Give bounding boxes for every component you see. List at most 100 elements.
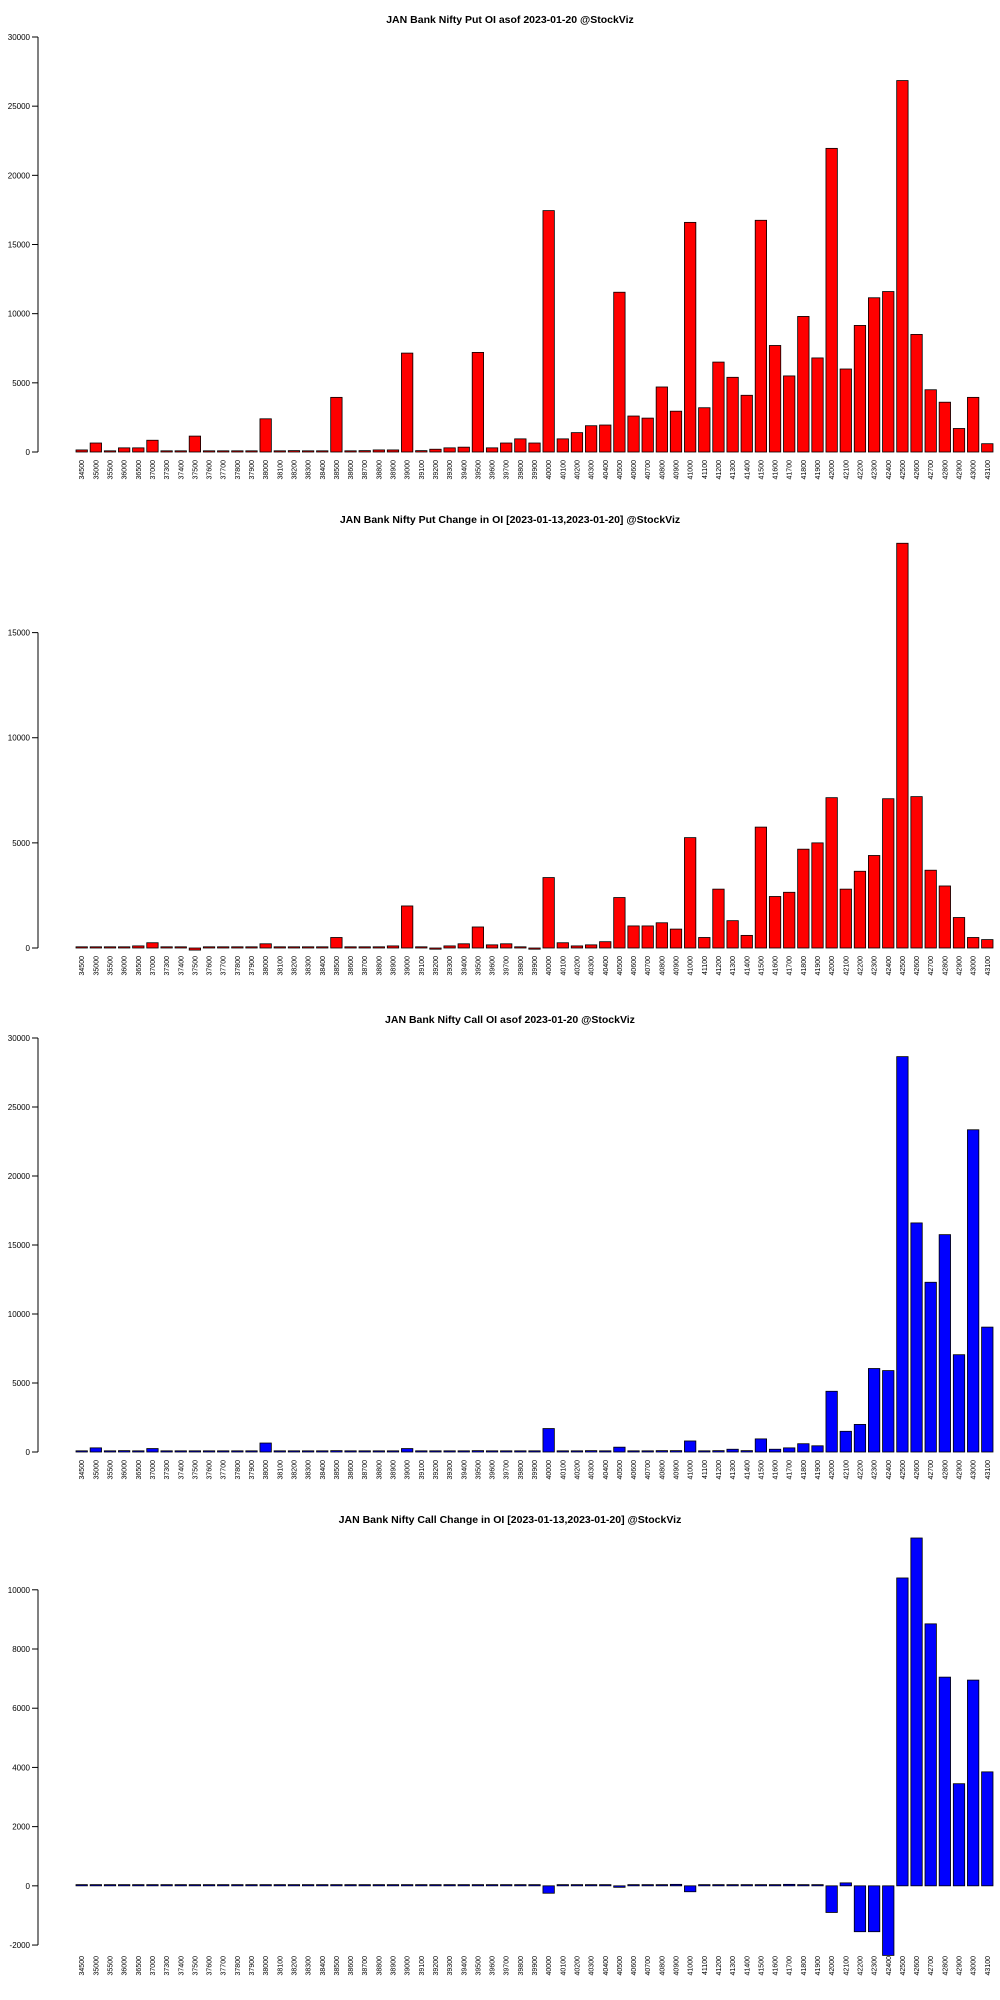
bar-38000 xyxy=(259,1442,272,1453)
bar-37900 xyxy=(245,1450,258,1453)
bar-38400 xyxy=(316,1884,329,1887)
bar-38500 xyxy=(330,1884,343,1887)
bar-37800 xyxy=(231,946,244,949)
x-tick-label: 41100 xyxy=(702,460,709,479)
x-tick-label: 40300 xyxy=(589,1460,596,1480)
x-tick-label: 37300 xyxy=(164,1956,171,1976)
x-tick-label: 40400 xyxy=(603,956,610,976)
x-tick-label: 43000 xyxy=(971,460,978,480)
bar-40100 xyxy=(556,438,569,453)
bar-37400 xyxy=(174,946,187,949)
x-tick-label: 42100 xyxy=(843,460,850,480)
x-tick-label: 40700 xyxy=(645,1460,652,1480)
bar-41000 xyxy=(684,837,697,949)
x-tick-label: 38700 xyxy=(362,1956,369,1976)
bar-37400 xyxy=(174,1884,187,1887)
x-tick-label: 39500 xyxy=(475,1956,482,1976)
bar-38000 xyxy=(259,1884,272,1887)
x-tick-label: 42500 xyxy=(900,1956,907,1976)
bar-42200 xyxy=(853,325,867,453)
x-tick-label: 36000 xyxy=(122,1460,129,1480)
x-tick-label: 38500 xyxy=(334,1460,341,1480)
x-tick-label: 41400 xyxy=(744,956,751,976)
bar-38400 xyxy=(316,450,329,453)
y-tick-label: 15000 xyxy=(8,241,31,250)
x-tick-label: 41600 xyxy=(773,460,780,480)
bar-41100 xyxy=(698,407,711,453)
bar-42900 xyxy=(952,1783,966,1887)
bar-41500 xyxy=(754,826,768,949)
bar-41000 xyxy=(684,1440,697,1453)
x-tick-label: 40700 xyxy=(645,956,652,976)
x-tick-label: 42500 xyxy=(900,1460,907,1480)
put-change-oi-chart: JAN Bank Nifty Put Change in OI [2023-01… xyxy=(0,500,1000,1000)
bar-39900 xyxy=(528,442,541,453)
x-tick-label: 41500 xyxy=(758,1956,765,1976)
x-tick-label: 38700 xyxy=(362,956,369,976)
x-tick-label: 40600 xyxy=(631,460,638,480)
x-tick-label: 39300 xyxy=(447,460,454,480)
y-tick-label: 25000 xyxy=(8,1103,31,1112)
x-tick-label: 37400 xyxy=(178,1956,185,1976)
x-tick-label: 39100 xyxy=(419,956,426,976)
x-tick-label: 41100 xyxy=(702,1956,709,1975)
x-tick-label: 37900 xyxy=(249,1956,256,1976)
x-tick-label: 39200 xyxy=(433,460,440,480)
x-tick-label: 42800 xyxy=(942,1956,949,1976)
y-tick-label: 5000 xyxy=(12,1379,30,1388)
x-tick-label: 38000 xyxy=(263,956,270,976)
x-tick-label: 39400 xyxy=(461,1460,468,1480)
x-tick-label: 39400 xyxy=(461,1956,468,1976)
x-tick-label: 37000 xyxy=(150,1956,157,1976)
x-tick-label: 38100 xyxy=(277,460,284,480)
x-tick-label: 40200 xyxy=(574,460,581,480)
bar-42900 xyxy=(952,917,966,949)
bar-39700 xyxy=(500,1450,513,1453)
x-tick-label: 38700 xyxy=(362,460,369,480)
bar-42100 xyxy=(839,368,852,453)
bar-42400 xyxy=(882,1370,895,1453)
x-tick-label: 38300 xyxy=(306,460,313,480)
bar-37700 xyxy=(217,1884,230,1887)
x-tick-label: 40900 xyxy=(674,1460,681,1480)
y-tick-label: -2000 xyxy=(10,1941,31,1950)
x-tick-label: 43000 xyxy=(971,956,978,976)
bar-41900 xyxy=(811,1445,824,1453)
bar-39800 xyxy=(514,438,527,453)
x-tick-label: 41700 xyxy=(787,1956,794,1976)
x-tick-label: 37500 xyxy=(192,956,199,976)
x-tick-label: 40500 xyxy=(617,1460,624,1480)
x-tick-label: 43100 xyxy=(985,956,992,976)
bar-37800 xyxy=(231,1884,244,1887)
x-tick-label: 39100 xyxy=(419,1956,426,1976)
x-tick-label: 39500 xyxy=(475,1460,482,1480)
bar-39800 xyxy=(514,946,527,949)
x-tick-label: 41700 xyxy=(787,956,794,976)
x-tick-label: 43000 xyxy=(971,1956,978,1976)
bar-42500 xyxy=(896,1056,909,1453)
x-tick-label: 42400 xyxy=(886,1460,893,1480)
x-tick-label: 38500 xyxy=(334,460,341,480)
bar-40800 xyxy=(655,1884,668,1887)
bar-38600 xyxy=(344,1450,357,1453)
bar-40400 xyxy=(599,1884,612,1887)
x-tick-label: 39800 xyxy=(518,956,525,976)
y-tick-label: 25000 xyxy=(8,102,31,111)
y-tick-label: 30000 xyxy=(8,33,31,42)
bar-41700 xyxy=(783,1447,796,1453)
bar-41300 xyxy=(726,920,739,949)
x-tick-label: 35000 xyxy=(93,1956,100,1976)
x-tick-label: 36000 xyxy=(122,1956,129,1976)
bar-42600 xyxy=(910,1222,923,1453)
bar-41100 xyxy=(698,1450,711,1453)
x-tick-label: 39800 xyxy=(518,1956,525,1976)
bar-39900 xyxy=(528,1884,541,1887)
bar-41200 xyxy=(712,1884,725,1887)
y-tick-label: 5000 xyxy=(12,379,30,388)
bar-39600 xyxy=(485,1884,499,1887)
bar-40800 xyxy=(655,1450,668,1453)
x-tick-label: 38900 xyxy=(391,956,398,976)
bar-38000 xyxy=(259,418,272,453)
x-tick-label: 38600 xyxy=(348,1956,355,1976)
x-tick-label: 40900 xyxy=(674,460,681,480)
